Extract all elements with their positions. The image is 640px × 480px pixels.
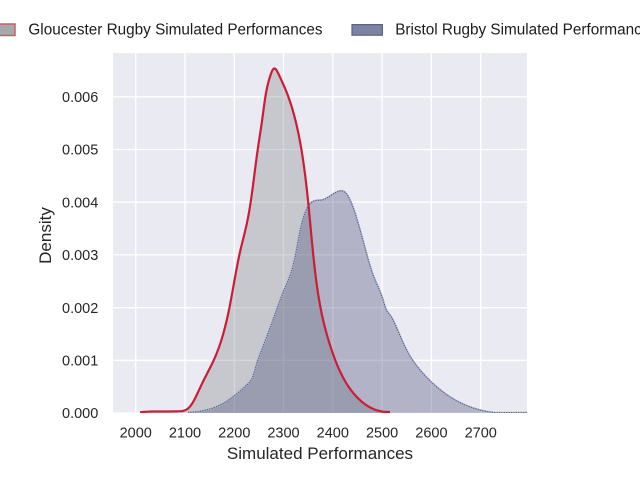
svg-text:2700: 2700: [465, 426, 497, 442]
svg-text:2300: 2300: [267, 426, 299, 442]
svg-text:2400: 2400: [317, 426, 349, 442]
svg-text:0.006: 0.006: [62, 90, 98, 106]
svg-text:Bristol Rugby Simulated Perfor: Bristol Rugby Simulated Performances: [395, 22, 640, 39]
svg-text:2500: 2500: [366, 426, 398, 442]
svg-text:2200: 2200: [218, 426, 250, 442]
svg-text:0.002: 0.002: [62, 301, 98, 317]
svg-text:0.000: 0.000: [62, 406, 98, 422]
svg-text:2600: 2600: [415, 426, 447, 442]
svg-text:2100: 2100: [169, 426, 201, 442]
svg-text:Simulated Performances: Simulated Performances: [227, 444, 413, 463]
svg-text:0.005: 0.005: [62, 143, 98, 159]
svg-text:Density: Density: [36, 207, 55, 264]
svg-text:0.001: 0.001: [62, 354, 98, 370]
svg-text:Gloucester Rugby Simulated Per: Gloucester Rugby Simulated Performances: [28, 22, 323, 39]
svg-text:2000: 2000: [120, 426, 152, 442]
svg-text:0.004: 0.004: [62, 195, 98, 211]
svg-text:0.003: 0.003: [62, 248, 98, 264]
